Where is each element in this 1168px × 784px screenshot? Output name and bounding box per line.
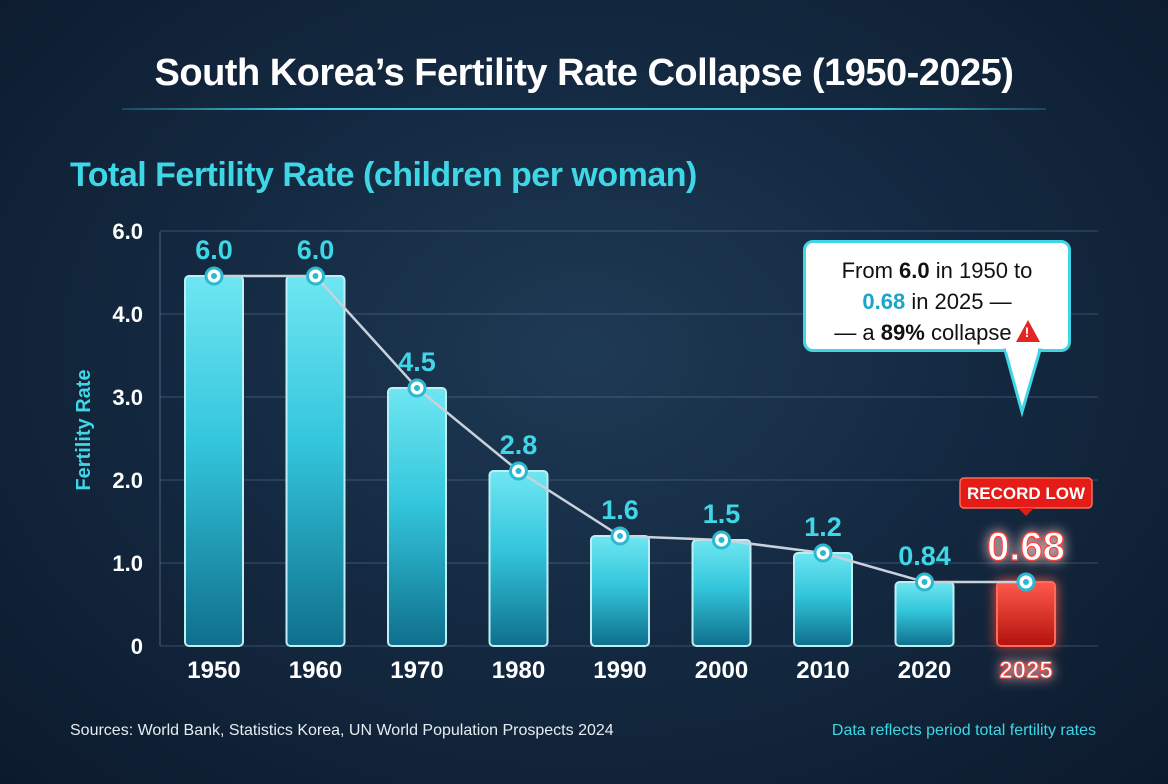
bars <box>184 275 1056 647</box>
x-tick-label: 1960 <box>289 657 342 684</box>
value-label: 0.68 <box>987 525 1065 569</box>
bar-2010 <box>793 552 853 647</box>
trend-marker-dot <box>211 273 217 279</box>
bar-1970 <box>387 387 447 647</box>
trend-marker-dot <box>515 468 522 474</box>
bar-1960 <box>285 275 346 647</box>
x-tick-label: 1990 <box>593 657 646 684</box>
value-labels: 6.0 6.0 4.5 2.8 1.6 1.5 1.2 0.84 0.68 <box>195 235 1065 571</box>
trend-marker-dot <box>718 537 725 543</box>
value-label: 0.84 <box>898 541 951 571</box>
record-low-badge: RECORD LOW <box>959 477 1093 516</box>
bar-1980 <box>488 470 549 647</box>
warning-icon: ! <box>1015 320 1040 342</box>
x-tick-label: 1950 <box>187 657 240 684</box>
x-tick-label: 2000 <box>695 657 748 684</box>
trend-line <box>204 266 1036 592</box>
y-tick-label: 3.0 <box>112 385 143 410</box>
x-axis-ticks: 1950 1960 1970 1980 1990 2000 2010 2020 2025 <box>187 657 1053 685</box>
chart-subtitle: Total Fertility Rate (children per woman… <box>70 156 697 194</box>
x-tick-label: 2010 <box>796 657 849 684</box>
value-label: 6.0 <box>195 235 233 265</box>
y-tick-label: 0 <box>131 634 143 659</box>
x-tick-label: 1980 <box>492 657 545 684</box>
badge-label: RECORD LOW <box>967 484 1086 503</box>
badge-pointer <box>1018 508 1034 516</box>
trend-marker-dot <box>617 533 623 539</box>
title-divider <box>122 108 1046 110</box>
trend-marker-dot <box>414 385 420 391</box>
trend-marker-dot <box>312 273 319 279</box>
value-label: 1.6 <box>601 495 639 525</box>
y-tick-label: 2.0 <box>112 468 143 493</box>
trend-marker-dot <box>1023 579 1029 585</box>
data-note: Data reflects period total fertility rat… <box>831 722 1096 739</box>
value-label: 1.5 <box>703 499 741 529</box>
x-tick-label: 2020 <box>898 657 951 684</box>
summary-callout: From 6.0 in 1950 to 0.68 in 2025 — — a 8… <box>803 240 1071 352</box>
bar-2020 <box>894 581 955 647</box>
value-label: 2.8 <box>500 430 538 460</box>
bar-2000 <box>691 539 752 647</box>
value-label: 1.2 <box>804 512 842 542</box>
chart-title: South Korea’s Fertility Rate Collapse (1… <box>154 52 1014 94</box>
sources-note: Sources: World Bank, Statistics Korea, U… <box>70 722 614 739</box>
y-tick-label: 1.0 <box>112 551 143 576</box>
trend-marker-dot <box>921 579 928 585</box>
x-tick-label: 1970 <box>390 657 443 684</box>
y-tick-label: 6.0 <box>112 219 143 244</box>
y-tick-label: 4.0 <box>112 302 143 327</box>
y-axis-ticks: 0 1.0 2.0 3.0 4.0 6.0 <box>112 219 161 659</box>
value-label: 4.5 <box>398 347 436 377</box>
bar-1950 <box>184 275 244 647</box>
value-label: 6.0 <box>297 235 335 265</box>
trend-marker-dot <box>820 550 826 556</box>
x-tick-label: 2025 <box>999 657 1052 684</box>
bar-1990 <box>590 535 650 647</box>
bar-2025 <box>996 581 1056 647</box>
y-axis-label: Fertility Rate <box>73 369 95 490</box>
